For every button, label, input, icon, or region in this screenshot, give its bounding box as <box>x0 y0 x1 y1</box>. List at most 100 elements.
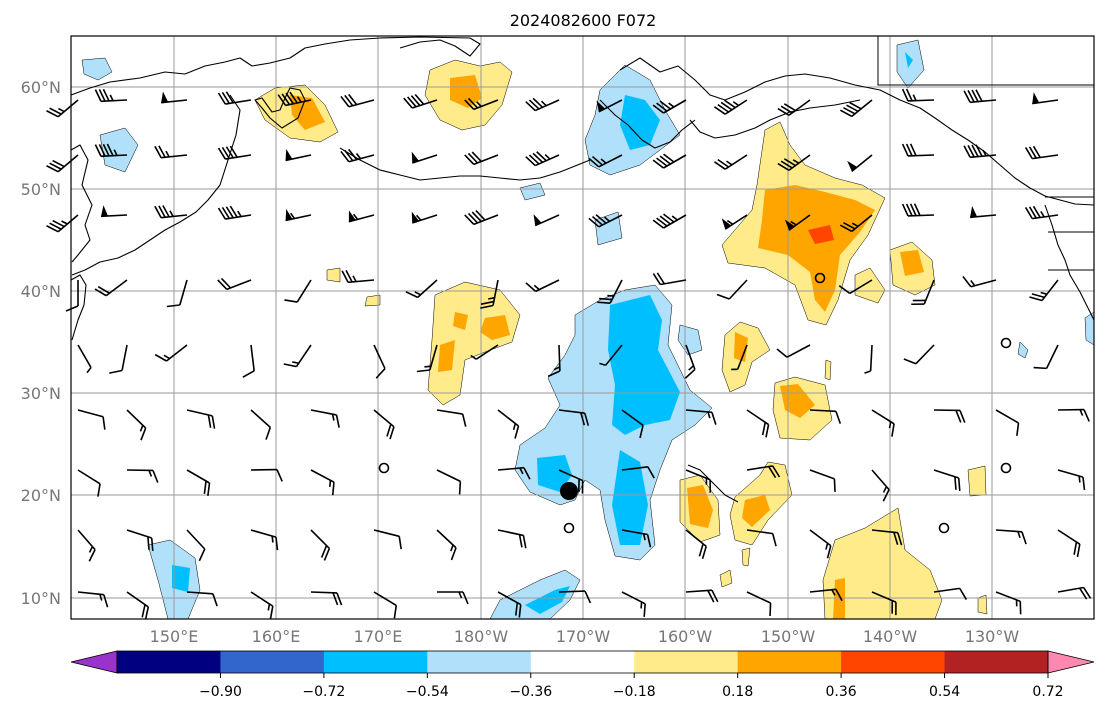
wind-barb <box>933 469 961 492</box>
positive-region <box>721 321 771 393</box>
wind-barb <box>685 469 712 493</box>
wind-barb <box>809 588 843 602</box>
wind-barbs <box>46 88 1092 620</box>
positive-region <box>453 312 468 330</box>
wind-barb <box>776 344 811 358</box>
wind-barb <box>403 93 438 109</box>
positive-region <box>719 569 733 588</box>
storm-center-marker <box>560 482 578 500</box>
wind-barb <box>1057 469 1086 491</box>
coastlines <box>70 36 1095 503</box>
positive-region <box>758 185 875 312</box>
wind-barb <box>186 591 218 607</box>
colorbar-tick-label: 0.36 <box>826 684 857 700</box>
lon-label-160w: 160°W <box>658 627 713 646</box>
negative-region <box>172 565 190 592</box>
wind-barb <box>340 93 375 108</box>
positive-region <box>900 250 924 276</box>
lat-label-50n: 50°N <box>21 180 61 199</box>
calm-wind-circle <box>563 522 575 534</box>
wind-barb <box>746 591 772 617</box>
wind-barb <box>161 91 188 104</box>
wind-barb <box>186 409 216 429</box>
lat-label-10n: 10°N <box>21 589 61 608</box>
lon-label-160e: 160°E <box>252 627 301 646</box>
lat-label-20n: 20°N <box>21 486 61 505</box>
colorbar-extend-max <box>1047 650 1095 674</box>
wind-barb <box>714 99 748 115</box>
wind-barb <box>126 409 147 441</box>
negative-region <box>612 450 648 545</box>
calm-wind-circle <box>378 462 390 474</box>
coastline-siberia <box>70 36 471 96</box>
lat-label-30n: 30°N <box>21 384 61 403</box>
coastline-kamchatka <box>254 87 306 129</box>
wind-barb <box>126 529 154 552</box>
wind-barb <box>864 344 873 374</box>
wind-barb <box>621 591 646 617</box>
wind-barb <box>871 469 890 502</box>
wind-barb <box>809 469 836 492</box>
positive-region <box>427 281 521 406</box>
wind-barb <box>480 279 499 309</box>
wind-barb <box>716 279 748 300</box>
wind-barb <box>1057 529 1081 558</box>
wind-barb <box>746 529 777 547</box>
negative-region <box>81 57 113 81</box>
gridlines <box>71 36 1094 619</box>
wind-barb <box>77 591 109 608</box>
wind-barb <box>714 154 748 170</box>
wind-barb <box>464 97 499 111</box>
wind-barb <box>901 143 935 157</box>
negative-region <box>608 295 680 435</box>
wind-barb <box>373 344 386 379</box>
colorbar-tick-label: −0.36 <box>509 684 552 700</box>
wind-barb <box>470 344 499 360</box>
wind-barb <box>995 409 1020 436</box>
colorbar-tick-label: −0.18 <box>613 684 656 700</box>
wind-barb <box>652 153 687 169</box>
wind-barb <box>596 99 623 113</box>
wind-barb <box>901 88 935 102</box>
latitude-labels: 60°N 50°N 40°N 30°N 20°N 10°N <box>21 78 61 608</box>
wind-barb <box>525 279 560 293</box>
positive-region <box>822 507 943 620</box>
wind-barb <box>558 590 592 604</box>
wind-barb <box>497 466 531 480</box>
longitude-labels: 150°E 160°E 170°E 180°W 170°W 160°W 150°… <box>150 627 1020 646</box>
wind-barb <box>963 89 997 104</box>
calm-wind-circle <box>814 272 826 284</box>
wind-barb <box>497 591 522 618</box>
wind-barb <box>284 279 312 303</box>
negative-region <box>525 586 570 614</box>
wind-barb <box>685 409 717 425</box>
wind-barb <box>497 409 520 439</box>
wind-barb <box>77 529 96 562</box>
wind-barb <box>933 409 966 423</box>
wind-barb <box>166 279 188 308</box>
wind-barb <box>126 469 159 483</box>
wind-barb <box>995 591 1022 615</box>
colorbar-cell <box>323 651 428 673</box>
wind-barb <box>411 151 438 164</box>
negative-region <box>519 182 546 201</box>
wind-barb <box>310 409 340 428</box>
colorbar-cell <box>634 651 739 673</box>
coastline-hawaii <box>687 464 739 503</box>
colorbar-cell <box>220 651 325 673</box>
wind-barb <box>547 344 561 378</box>
wind-barb <box>652 213 687 229</box>
wind-barb <box>46 99 79 118</box>
wind-barb <box>411 211 438 224</box>
wind-barb <box>126 591 150 620</box>
lon-label-140w: 140°W <box>863 627 918 646</box>
wind-barb <box>348 210 375 223</box>
coastline-okhotsk <box>70 144 93 263</box>
lon-label-130w: 130°W <box>965 627 1020 646</box>
lon-label-180w: 180°W <box>454 627 509 646</box>
wind-barb <box>217 145 252 160</box>
wind-barb <box>250 591 274 620</box>
positive-region <box>480 315 510 340</box>
wind-barb <box>285 209 312 222</box>
